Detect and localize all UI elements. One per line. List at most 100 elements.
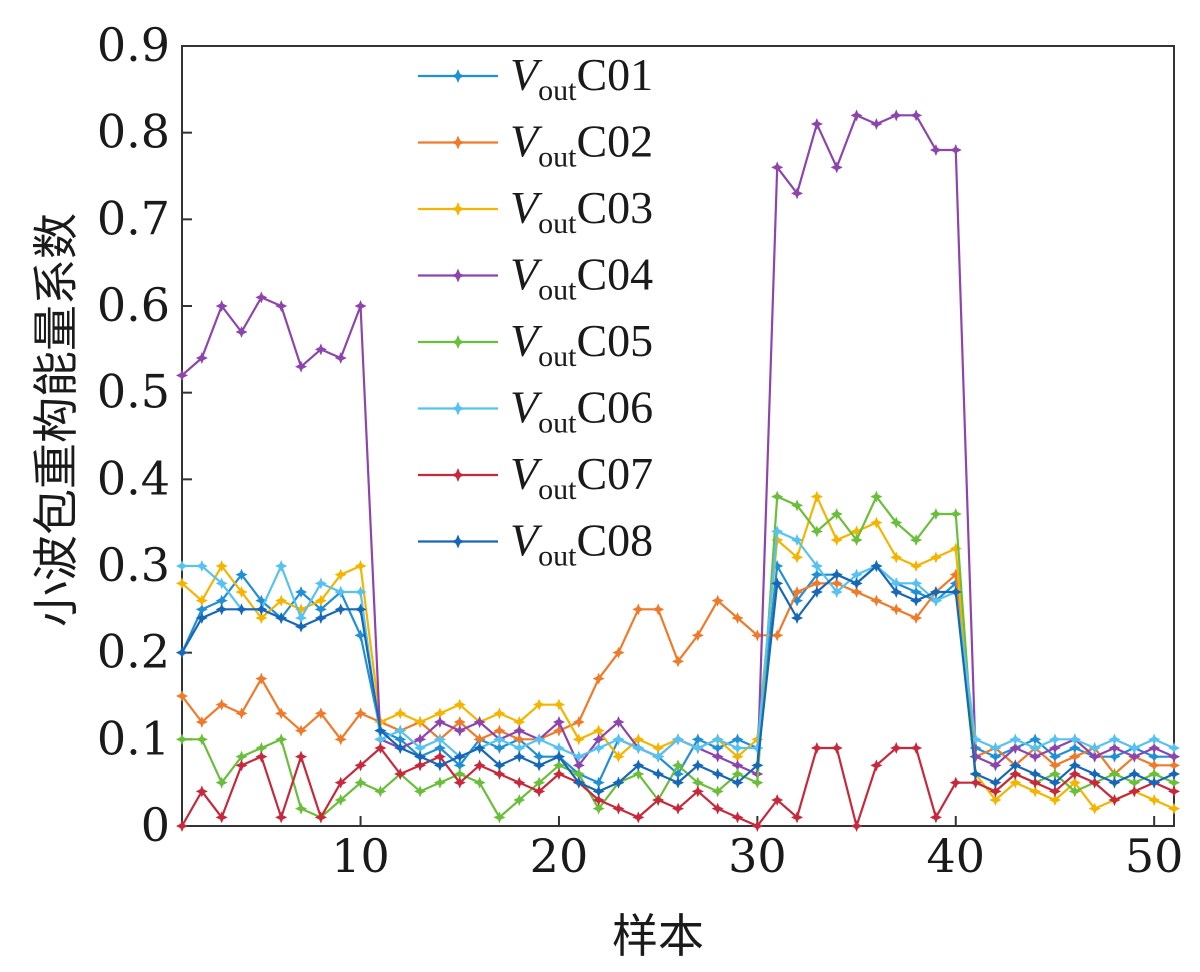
data-point — [513, 716, 526, 728]
data-point — [751, 742, 764, 754]
data-point — [394, 733, 407, 746]
data-point — [255, 612, 268, 624]
data-point — [275, 594, 288, 607]
data-point — [493, 759, 506, 772]
data-point — [513, 742, 526, 754]
data-point — [235, 326, 248, 338]
series-layer — [176, 109, 1180, 832]
data-point — [910, 742, 923, 754]
data-point — [1029, 768, 1042, 780]
data-point — [1168, 750, 1180, 763]
data-point — [929, 811, 942, 824]
data-point — [552, 716, 565, 728]
data-point — [731, 612, 744, 624]
data-point — [612, 750, 625, 763]
data-point — [1048, 759, 1061, 772]
data-point — [949, 542, 962, 555]
data-point — [552, 724, 565, 737]
y-tick-label: 0.4 — [97, 451, 170, 505]
data-point — [453, 776, 466, 789]
data-point — [552, 698, 565, 711]
legend-item: VoutC01 — [418, 49, 653, 107]
data-point — [592, 776, 605, 789]
data-point — [533, 750, 546, 763]
data-point — [989, 794, 1002, 806]
data-point — [354, 586, 367, 598]
data-point — [890, 516, 903, 529]
data-point — [295, 724, 308, 737]
data-point — [1029, 742, 1042, 754]
data-point — [870, 560, 883, 572]
data-point — [592, 733, 605, 746]
data-point — [910, 586, 923, 598]
legend: VoutC01 VoutC02 VoutC03 VoutC04 VoutC05 VoutC… — [418, 49, 653, 573]
legend-label: VoutC08 — [510, 515, 653, 573]
data-point — [691, 629, 704, 642]
data-point — [513, 724, 526, 737]
data-point — [255, 603, 268, 616]
data-point — [731, 733, 744, 746]
data-point — [552, 750, 565, 763]
data-point — [572, 733, 585, 746]
data-point — [433, 776, 446, 789]
data-point — [473, 742, 486, 754]
data-point — [195, 785, 208, 798]
data-point — [215, 603, 228, 616]
legend-marker — [451, 135, 465, 150]
data-point — [989, 759, 1002, 772]
x-tick-label: 20 — [530, 829, 589, 883]
data-point — [632, 733, 645, 746]
data-point — [215, 560, 228, 572]
data-point — [810, 742, 823, 754]
data-point — [1048, 768, 1061, 780]
legend-item: VoutC05 — [418, 315, 653, 373]
data-point — [1108, 776, 1121, 789]
data-point — [176, 690, 188, 702]
data-point — [632, 742, 645, 754]
data-point — [513, 750, 526, 763]
data-point — [1148, 750, 1161, 763]
plot-frame — [181, 45, 1175, 827]
data-point — [1029, 750, 1042, 763]
data-point — [1029, 785, 1042, 798]
data-point — [473, 716, 486, 728]
data-point — [672, 655, 684, 668]
data-point — [552, 742, 565, 754]
data-point — [791, 499, 804, 512]
data-point — [275, 811, 288, 824]
data-point — [731, 759, 744, 772]
legend-label: VoutC04 — [510, 249, 653, 307]
legend-marker — [451, 202, 465, 216]
data-point — [195, 594, 208, 607]
data-point — [810, 577, 823, 590]
data-point — [215, 577, 228, 590]
data-point — [1108, 733, 1121, 746]
data-point — [830, 508, 843, 520]
data-point — [691, 733, 704, 746]
legend-label: VoutC03 — [510, 182, 653, 240]
data-point — [1148, 776, 1161, 789]
data-point — [493, 733, 506, 746]
data-point — [810, 118, 823, 130]
data-point — [989, 742, 1002, 754]
data-point — [731, 742, 744, 754]
data-point — [791, 551, 804, 564]
x-tick-label: 40 — [926, 829, 985, 883]
data-point — [453, 768, 466, 780]
data-point — [334, 794, 347, 806]
data-point — [195, 560, 208, 572]
legend-item: VoutC03 — [418, 182, 653, 240]
data-point — [414, 785, 427, 798]
data-point — [235, 707, 248, 720]
data-point — [771, 525, 784, 538]
data-point — [771, 629, 784, 642]
data-point — [493, 742, 506, 754]
data-point — [592, 672, 605, 685]
data-point — [632, 768, 645, 780]
data-point — [1108, 750, 1121, 763]
data-point — [612, 802, 625, 815]
data-point — [810, 568, 823, 581]
data-point — [672, 759, 684, 772]
y-tick-label: 0.3 — [97, 538, 170, 592]
